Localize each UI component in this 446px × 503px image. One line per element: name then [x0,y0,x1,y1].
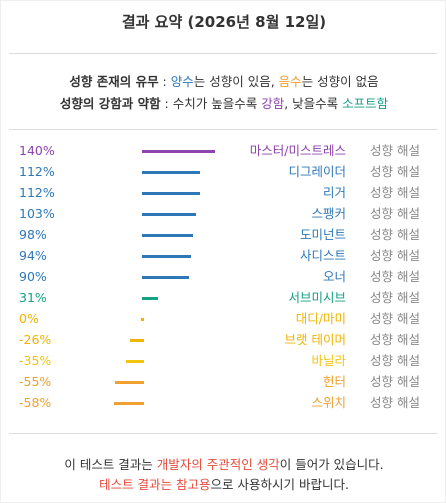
separator [9,433,437,434]
value-label: -35% [19,353,52,368]
footer-line: 테스트 결과는 참고용으로 사용하시기 바랍니다. [1,474,445,493]
legend-line: 성향의 강함과 약함 : 수치가 높을수록 강함, 낮을수록 소프트함 [1,93,445,112]
value-label: 31% [19,290,47,305]
bar [142,276,189,279]
legend-text: 는 성향이 없음 [301,74,379,89]
type-name[interactable]: 도미넌트 [299,227,346,242]
footer-line: 이 테스트 결과는 개발자의 주관적인 생각이 들어가 있습니다. [1,454,445,473]
type-name[interactable]: 스팽커 [311,206,346,221]
detail-link[interactable]: 성향 해설 [370,374,420,389]
value-label: 90% [19,269,47,284]
bar [142,150,215,153]
detail-link[interactable]: 성향 해설 [370,311,420,326]
legend-key: 성향 존재의 유무 [69,74,159,89]
footer-highlight: 개발자의 주관적인 생각 [156,457,280,472]
legend-strong: 강함 [261,96,285,111]
bar [125,360,144,363]
bar [141,318,144,321]
bar [142,297,159,300]
value-label: 98% [19,227,47,242]
detail-link[interactable]: 성향 해설 [370,269,420,284]
footer-text: 이 테스트 결과는 [64,457,157,472]
bar [113,402,144,405]
legend-soft: 소프트함 [342,96,389,111]
legend-text: , 낮을수록 [284,96,343,111]
type-name[interactable]: 리거 [322,185,346,200]
bar [142,255,191,258]
bar [142,213,196,216]
title: 결과 요약 (2026년 8월 12일) [121,13,327,31]
detail-link[interactable]: 성향 해설 [370,206,420,221]
detail-link[interactable]: 성향 해설 [370,248,420,263]
separator [9,129,437,130]
detail-link[interactable]: 성향 해설 [370,353,420,368]
detail-link[interactable]: 성향 해설 [370,143,420,158]
legend-text: : [158,74,171,89]
bar [130,339,144,342]
type-name[interactable]: 오너 [322,269,346,284]
value-label: 0% [19,311,39,326]
type-name[interactable]: 마스터/미스트레스 [249,143,346,158]
value-label: 103% [19,206,55,221]
bar [142,192,201,195]
value-label: 112% [19,164,55,179]
footer-text: 으로 사용하시기 바랍니다. [210,477,349,492]
type-name[interactable]: 스위치 [311,395,346,410]
detail-link[interactable]: 성향 해설 [370,332,420,347]
footer-highlight: 테스트 결과는 참고용 [99,477,211,492]
value-label: -58% [19,395,52,410]
legend-positive: 양수 [170,74,194,89]
detail-link[interactable]: 성향 해설 [370,164,420,179]
legend-key: 성향의 강함과 약함 [59,96,161,111]
legend-text: : 수치가 높을수록 [160,96,262,111]
legend-text: 는 성향이 있음, [193,74,279,89]
detail-link[interactable]: 성향 해설 [370,290,420,305]
bar [142,234,193,237]
type-name[interactable]: 브랫 테이머 [284,332,346,347]
value-label: 140% [19,143,55,158]
detail-link[interactable]: 성향 해설 [370,185,420,200]
separator [9,53,437,54]
value-label: 94% [19,248,47,263]
type-name[interactable]: 디그레이더 [288,164,346,179]
footer-text: 이 들어가 있습니다. [279,457,384,472]
legend-line: 성향 존재의 유무 : 양수는 성향이 있음, 음수는 성향이 없음 [1,71,445,90]
legend-negative: 음수 [278,74,302,89]
detail-link[interactable]: 성향 해설 [370,227,420,242]
detail-link[interactable]: 성향 해설 [370,395,420,410]
type-name[interactable]: 사디스트 [299,248,346,263]
type-name[interactable]: 서브미시브 [288,290,346,305]
type-name[interactable]: 헌터 [322,374,346,389]
type-name[interactable]: 대디/마미 [295,311,346,326]
value-label: -26% [19,332,52,347]
value-label: -55% [19,374,52,389]
value-label: 112% [19,185,55,200]
bar [115,381,144,384]
type-name[interactable]: 바닐라 [311,353,346,368]
bar [142,171,201,174]
